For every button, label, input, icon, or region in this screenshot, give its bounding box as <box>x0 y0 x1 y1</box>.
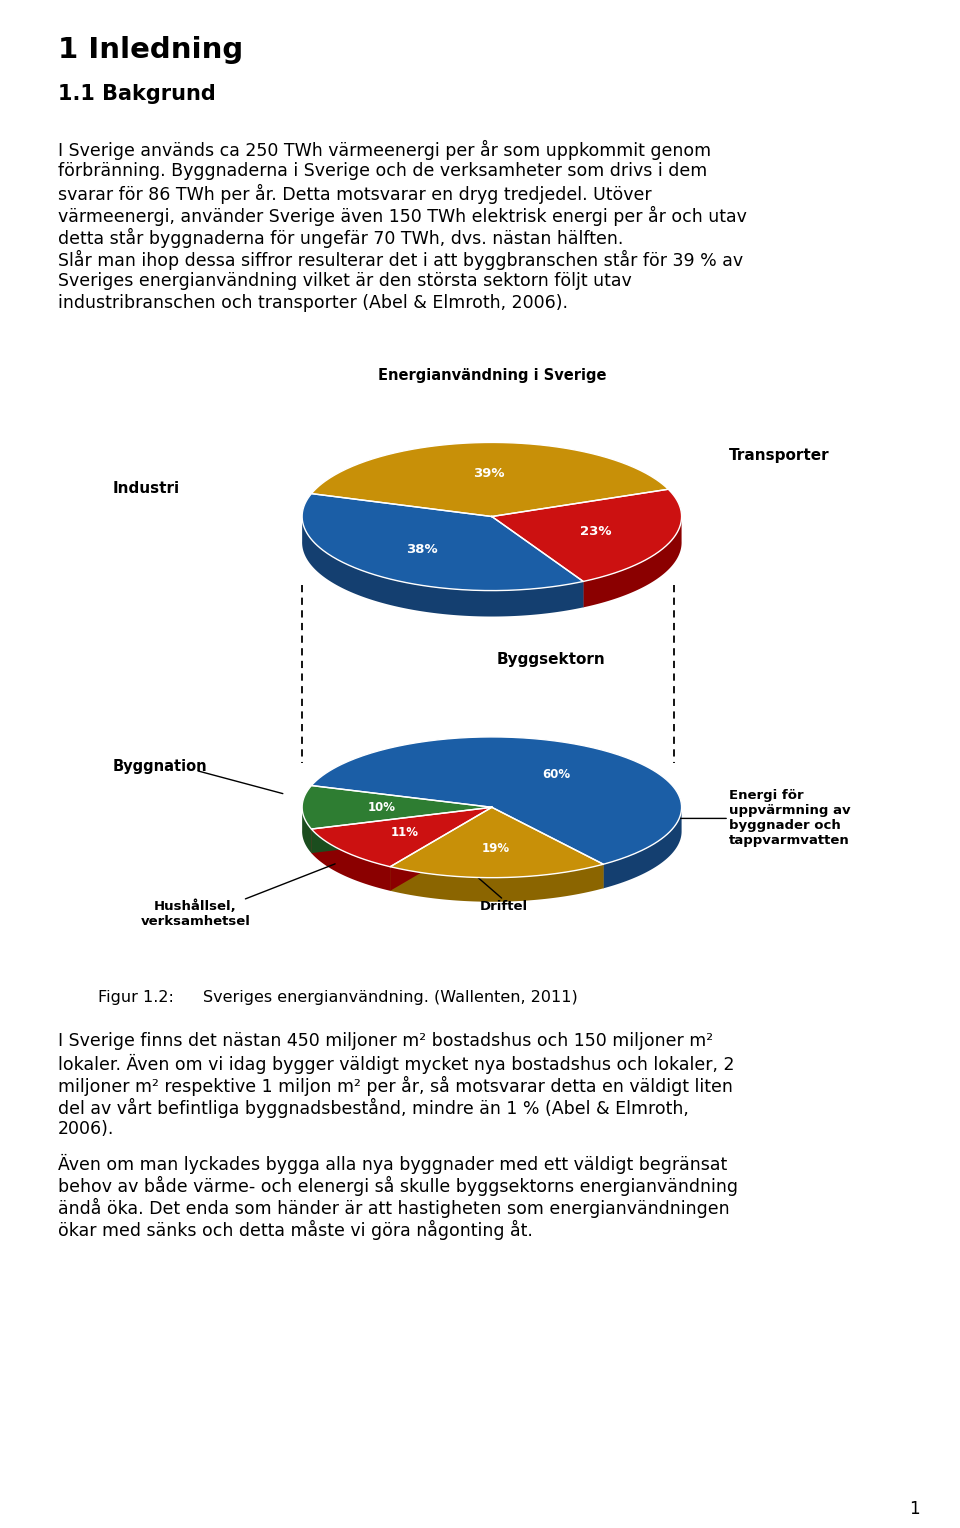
Text: Hushållsel,
verksamhetsel: Hushållsel, verksamhetsel <box>140 900 251 929</box>
Polygon shape <box>604 807 682 888</box>
Text: detta står byggnaderna för ungefär 70 TWh, dvs. nästan hälften.: detta står byggnaderna för ungefär 70 TW… <box>58 228 623 248</box>
Polygon shape <box>311 443 668 516</box>
Text: Slår man ihop dessa siffror resulterar det i att byggbranschen står för 39 % av: Slår man ihop dessa siffror resulterar d… <box>58 251 743 270</box>
Text: Driftel: Driftel <box>480 900 528 912</box>
Text: Energianvändning i Sverige: Energianvändning i Sverige <box>377 368 606 384</box>
Text: 1: 1 <box>909 1500 920 1517</box>
Polygon shape <box>311 807 492 866</box>
Text: Figur 1.2:: Figur 1.2: <box>98 990 174 1005</box>
Text: lokaler. Även om vi idag bygger väldigt mycket nya bostadshus och lokaler, 2: lokaler. Även om vi idag bygger väldigt … <box>58 1054 734 1074</box>
Text: 19%: 19% <box>481 842 510 854</box>
Text: I Sverige används ca 250 TWh värmeenergi per år som uppkommit genom: I Sverige används ca 250 TWh värmeenergi… <box>58 141 711 160</box>
Polygon shape <box>390 807 492 891</box>
Polygon shape <box>492 489 682 582</box>
Text: 1.1 Bakgrund: 1.1 Bakgrund <box>58 84 216 104</box>
Text: 11%: 11% <box>391 825 419 839</box>
Text: ökar med sänks och detta måste vi göra någonting åt.: ökar med sänks och detta måste vi göra n… <box>58 1219 533 1241</box>
Text: 60%: 60% <box>542 767 570 781</box>
Polygon shape <box>311 736 682 865</box>
Polygon shape <box>311 830 390 891</box>
Polygon shape <box>302 515 584 616</box>
Polygon shape <box>311 807 492 853</box>
Polygon shape <box>492 516 584 607</box>
Polygon shape <box>390 865 604 902</box>
Polygon shape <box>302 494 584 591</box>
Text: I Sverige finns det nästan 450 miljoner m² bostadshus och 150 miljoner m²: I Sverige finns det nästan 450 miljoner … <box>58 1031 713 1050</box>
Text: del av vårt befintliga byggnadsbestånd, mindre än 1 % (Abel & Elmroth,: del av vårt befintliga byggnadsbestånd, … <box>58 1099 689 1118</box>
Polygon shape <box>584 515 682 607</box>
Text: Sveriges energianvändning vilket är den största sektorn följt utav: Sveriges energianvändning vilket är den … <box>58 272 632 290</box>
Polygon shape <box>311 807 492 853</box>
Text: behov av både värme- och elenergi så skulle byggsektorns energianvändning: behov av både värme- och elenergi så sku… <box>58 1177 738 1196</box>
Text: 10%: 10% <box>368 801 396 814</box>
Text: Byggsektorn: Byggsektorn <box>496 652 606 666</box>
Text: förbränning. Byggnaderna i Sverige och de verksamheter som drivs i dem: förbränning. Byggnaderna i Sverige och d… <box>58 162 708 180</box>
Text: industribranschen och transporter (Abel & Elmroth, 2006).: industribranschen och transporter (Abel … <box>58 293 568 312</box>
Text: Även om man lyckades bygga alla nya byggnader med ett väldigt begränsat: Även om man lyckades bygga alla nya bygg… <box>58 1154 728 1174</box>
Text: svarar för 86 TWh per år. Detta motsvarar en dryg tredjedel. Utöver: svarar för 86 TWh per år. Detta motsvara… <box>58 183 652 205</box>
Text: 2006).: 2006). <box>58 1120 114 1138</box>
Polygon shape <box>492 516 584 607</box>
Text: 23%: 23% <box>580 524 612 538</box>
Text: ändå öka. Det enda som händer är att hastigheten som energianvändningen: ändå öka. Det enda som händer är att has… <box>58 1198 730 1218</box>
Text: 1 Inledning: 1 Inledning <box>58 37 243 64</box>
Polygon shape <box>302 785 492 830</box>
Polygon shape <box>492 807 604 888</box>
Text: miljoner m² respektive 1 miljon m² per år, så motsvarar detta en väldigt liten: miljoner m² respektive 1 miljon m² per å… <box>58 1076 732 1096</box>
Text: Sveriges energianvändning. (Wallenten, 2011): Sveriges energianvändning. (Wallenten, 2… <box>203 990 578 1005</box>
Text: Energi för
uppvärmning av
byggnader och
tappvarmvatten: Energi för uppvärmning av byggnader och … <box>729 790 851 848</box>
Text: Industri: Industri <box>112 481 180 497</box>
Text: Byggnation: Byggnation <box>112 759 207 775</box>
Text: 39%: 39% <box>472 468 504 480</box>
Polygon shape <box>390 807 604 877</box>
Polygon shape <box>492 807 604 888</box>
Text: Transporter: Transporter <box>729 448 829 463</box>
Polygon shape <box>302 807 311 853</box>
Polygon shape <box>390 807 492 891</box>
Text: 38%: 38% <box>406 542 438 556</box>
Text: värmeenergi, använder Sverige även 150 TWh elektrisk energi per år och utav: värmeenergi, använder Sverige även 150 T… <box>58 206 747 226</box>
